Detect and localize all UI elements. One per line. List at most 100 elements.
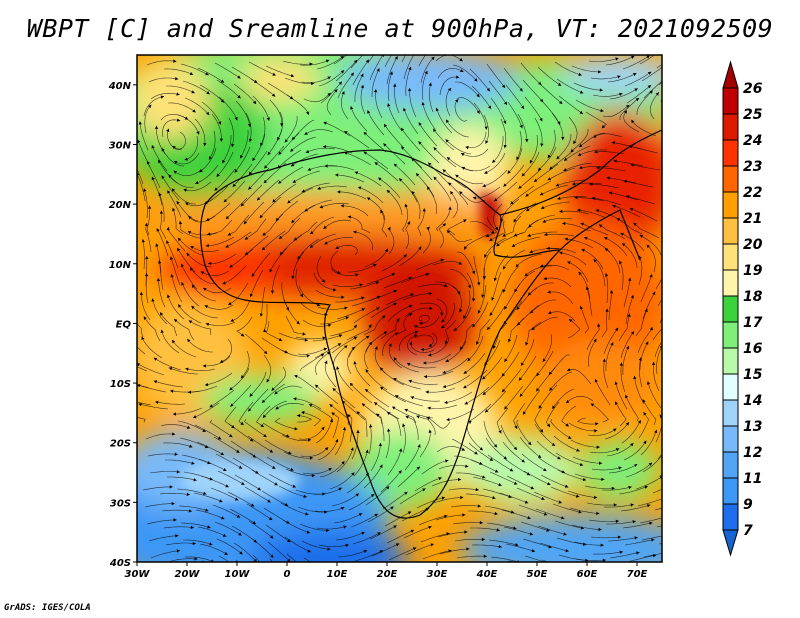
streamline [448, 182, 469, 206]
streamline [204, 304, 234, 310]
streamline-arrow-icon [173, 170, 178, 174]
streamline [137, 401, 152, 406]
colorbar-label: 18 [743, 289, 763, 305]
streamline [315, 418, 333, 444]
streamline-arrow-icon [577, 208, 581, 212]
streamline-arrow-icon [625, 422, 630, 426]
streamline [168, 174, 195, 188]
streamline [158, 192, 165, 223]
streamline-arrow-icon [391, 273, 396, 277]
colorbar-label: 9 [743, 497, 753, 513]
streamline [621, 242, 638, 269]
streamline [444, 391, 473, 404]
streamline-arrow-icon [599, 461, 603, 465]
streamline-arrow-icon [324, 164, 328, 168]
streamline [484, 390, 507, 413]
streamline-arrow-icon [455, 99, 459, 103]
streamline-arrow-icon [448, 206, 452, 210]
streamline-arrow-icon [286, 434, 290, 438]
streamline-arrow-icon [496, 243, 500, 247]
streamline-arrow-icon [148, 104, 152, 109]
streamline [302, 467, 332, 475]
streamline-arrow-icon [408, 379, 412, 383]
streamline-arrow-icon [663, 78, 666, 81]
streamline-arrow-icon [361, 308, 366, 312]
streamline-arrow-icon [633, 464, 638, 468]
streamline-arrow-icon [376, 68, 380, 72]
streamline-arrow-icon [647, 71, 652, 75]
streamline-arrow-icon [424, 70, 428, 75]
streamline-arrow-icon [582, 477, 587, 482]
streamline-arrow-icon [613, 159, 617, 163]
streamline [383, 277, 413, 289]
streamline [503, 164, 525, 187]
streamline-arrow-icon [304, 338, 308, 342]
streamline-arrow-icon [393, 163, 398, 168]
streamline [605, 273, 609, 304]
streamline-arrow-icon [485, 140, 489, 144]
streamline-arrow-icon [630, 331, 635, 335]
streamline-arrow-icon [349, 382, 354, 387]
streamline-arrow-icon [290, 163, 295, 167]
streamline-arrow-icon [646, 55, 650, 59]
streamline-arrow-icon [676, 480, 679, 483]
colorbar-label: 20 [743, 237, 763, 253]
streamline [537, 146, 557, 171]
streamline [336, 308, 366, 320]
streamline-arrow-icon [380, 210, 384, 214]
streamline-arrow-icon [471, 298, 476, 302]
streamline-arrow-icon [351, 472, 355, 476]
streamline-arrow-icon [605, 308, 609, 312]
streamline-arrow-icon [438, 477, 442, 481]
streamline-arrow-icon [460, 153, 465, 157]
streamline [333, 513, 363, 524]
streamline [191, 284, 217, 302]
streamline [284, 536, 312, 553]
streamline [585, 111, 607, 129]
streamline [482, 356, 503, 380]
streamline-arrow-icon [504, 406, 508, 410]
streamline-arrow-icon [297, 256, 301, 260]
streamline-arrow-icon [524, 500, 529, 504]
streamline-arrow-icon [171, 501, 175, 506]
streamline-arrow-icon [369, 424, 373, 428]
streamline [520, 521, 550, 532]
streamline [536, 350, 554, 377]
streamline [298, 426, 325, 440]
streamline-arrow-icon [472, 196, 477, 200]
streamline-arrow-icon [574, 195, 578, 200]
streamline-arrow-icon [176, 92, 180, 96]
streamline-arrow-icon [414, 325, 418, 329]
streamline [518, 504, 548, 516]
streamline [484, 339, 501, 366]
streamline [247, 388, 269, 412]
streamline [591, 197, 622, 206]
streamline [138, 403, 169, 410]
streamline-arrow-icon [177, 237, 182, 242]
streamline [193, 492, 223, 503]
streamline [199, 147, 217, 173]
streamline [262, 213, 284, 236]
streamline [347, 346, 356, 375]
streamline [205, 236, 235, 247]
streamline [281, 434, 312, 441]
streamline [176, 200, 199, 222]
streamline [386, 189, 403, 216]
streamline [650, 92, 660, 120]
streamline [260, 116, 266, 147]
streamline-arrow-icon [137, 384, 141, 388]
streamline [619, 260, 624, 291]
streamline-arrow-icon [303, 494, 307, 498]
streamline [293, 221, 318, 241]
streamline [244, 218, 267, 240]
streamline [284, 115, 298, 143]
streamline-arrow-icon [492, 345, 496, 349]
streamline-arrow-icon [538, 405, 542, 409]
streamline [592, 133, 623, 138]
streamline-arrow-icon [502, 233, 506, 237]
streamline [261, 230, 286, 251]
streamline-arrow-icon [205, 322, 210, 326]
streamline [314, 507, 345, 512]
streamline-arrow-icon [486, 326, 491, 330]
streamline-arrow-icon [294, 427, 298, 431]
